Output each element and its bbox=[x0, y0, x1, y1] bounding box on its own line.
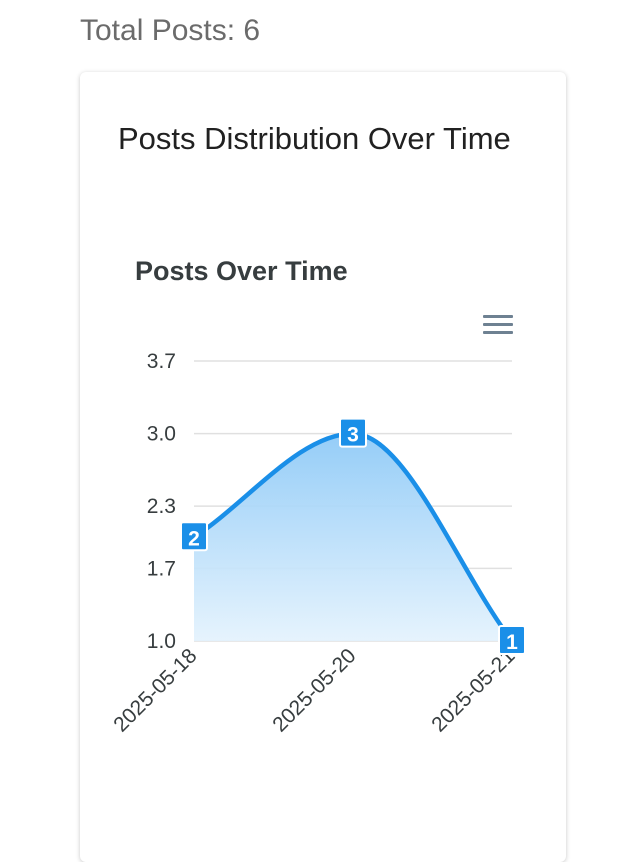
y-tick-label: 1.7 bbox=[147, 557, 176, 580]
data-label: 2 bbox=[180, 521, 208, 552]
chart-card: Posts Distribution Over Time Posts Over … bbox=[80, 72, 566, 862]
hamburger-menu-icon[interactable] bbox=[483, 315, 513, 337]
x-tick-label: 2025-05-18 bbox=[109, 644, 201, 736]
y-tick-label: 1.0 bbox=[147, 630, 176, 653]
chart-title: Posts Over Time bbox=[135, 256, 348, 286]
y-tick-label: 3.7 bbox=[147, 350, 176, 373]
y-tick-label: 3.0 bbox=[147, 423, 176, 446]
x-tick-label: 2025-05-20 bbox=[268, 644, 360, 736]
svg-text:1: 1 bbox=[506, 631, 518, 654]
chart-svg: 1.0 1.7 2.3 3.0 3.7 2025-05-18 2025-05-20 2025-… bbox=[109, 350, 526, 736]
svg-text:3: 3 bbox=[347, 424, 359, 447]
data-label: 1 bbox=[498, 625, 526, 655]
card-title: Posts Distribution Over Time bbox=[118, 121, 511, 156]
x-tick-label: 2025-05-21 bbox=[427, 644, 519, 736]
data-label: 3 bbox=[339, 417, 367, 448]
svg-text:2: 2 bbox=[188, 527, 200, 550]
total-posts-text: Total Posts: 6 bbox=[80, 14, 261, 47]
y-tick-label: 2.3 bbox=[147, 495, 176, 518]
series-area bbox=[194, 433, 512, 641]
